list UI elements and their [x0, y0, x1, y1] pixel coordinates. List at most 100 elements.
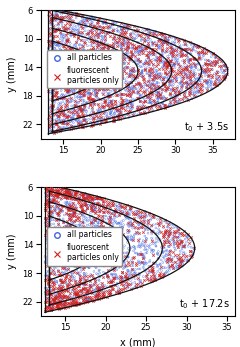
Point — [169, 44, 173, 50]
Point — [62, 256, 66, 262]
Point — [84, 17, 88, 22]
Point — [131, 86, 134, 92]
Point — [72, 293, 76, 298]
Point — [86, 287, 90, 293]
Point — [171, 53, 174, 58]
Point — [88, 193, 91, 198]
Point — [91, 66, 95, 72]
Point — [160, 102, 163, 107]
Point — [215, 69, 219, 75]
Point — [67, 296, 71, 302]
Point — [53, 85, 57, 91]
Point — [48, 299, 51, 305]
Point — [82, 279, 86, 285]
Point — [82, 69, 86, 74]
Point — [141, 242, 144, 248]
Point — [49, 307, 53, 313]
Point — [49, 48, 53, 54]
Point — [152, 33, 156, 39]
Point — [64, 298, 67, 304]
Point — [100, 288, 104, 294]
Point — [49, 124, 53, 129]
Point — [54, 119, 58, 124]
Point — [144, 52, 148, 58]
Point — [97, 257, 101, 262]
Point — [168, 58, 172, 64]
Point — [141, 67, 145, 73]
Point — [179, 53, 183, 58]
Point — [86, 86, 90, 92]
Point — [63, 265, 67, 271]
Point — [78, 32, 81, 37]
Point — [91, 298, 95, 303]
Point — [69, 214, 73, 220]
Point — [191, 72, 195, 78]
Point — [183, 41, 187, 46]
Point — [167, 231, 171, 237]
Point — [101, 110, 105, 116]
Point — [49, 75, 53, 81]
Point — [71, 98, 74, 104]
Point — [117, 113, 121, 118]
Point — [172, 48, 176, 53]
Point — [182, 52, 186, 57]
Point — [66, 9, 70, 15]
Point — [55, 90, 59, 95]
Point — [63, 233, 67, 238]
Point — [170, 78, 174, 84]
Point — [56, 238, 60, 244]
Point — [49, 209, 53, 214]
Point — [92, 88, 96, 94]
Point — [130, 78, 134, 84]
Point — [174, 92, 178, 98]
Point — [127, 98, 131, 104]
Point — [93, 65, 97, 71]
Point — [140, 68, 144, 74]
Point — [109, 62, 113, 67]
Point — [85, 298, 89, 304]
Point — [160, 95, 163, 101]
Point — [168, 60, 172, 66]
Point — [103, 228, 107, 234]
Point — [65, 202, 69, 207]
Point — [116, 63, 120, 68]
Point — [127, 273, 131, 278]
Point — [167, 265, 171, 271]
Point — [164, 40, 168, 45]
Point — [75, 288, 79, 294]
Point — [112, 117, 115, 122]
Point — [192, 86, 195, 92]
Point — [96, 77, 100, 82]
Point — [68, 127, 72, 133]
Point — [147, 43, 151, 49]
Point — [50, 44, 54, 50]
Point — [76, 65, 79, 71]
Point — [185, 83, 189, 89]
Point — [89, 120, 93, 125]
Point — [57, 128, 61, 134]
Point — [47, 200, 51, 206]
Point — [126, 254, 130, 260]
Point — [128, 70, 132, 76]
Point — [109, 99, 113, 104]
Point — [49, 16, 53, 22]
Point — [150, 264, 153, 269]
Point — [73, 117, 77, 122]
Point — [129, 65, 132, 70]
Point — [110, 234, 114, 239]
Point — [87, 296, 91, 302]
Point — [61, 73, 65, 79]
Point — [80, 101, 84, 107]
Point — [60, 185, 63, 191]
Point — [53, 67, 56, 73]
Point — [172, 264, 175, 270]
Point — [182, 232, 186, 238]
Point — [177, 90, 181, 95]
Point — [65, 20, 69, 25]
Point — [159, 95, 162, 101]
Point — [177, 263, 180, 269]
Point — [117, 285, 120, 291]
Point — [111, 47, 115, 52]
Point — [61, 287, 65, 293]
Point — [217, 76, 221, 81]
